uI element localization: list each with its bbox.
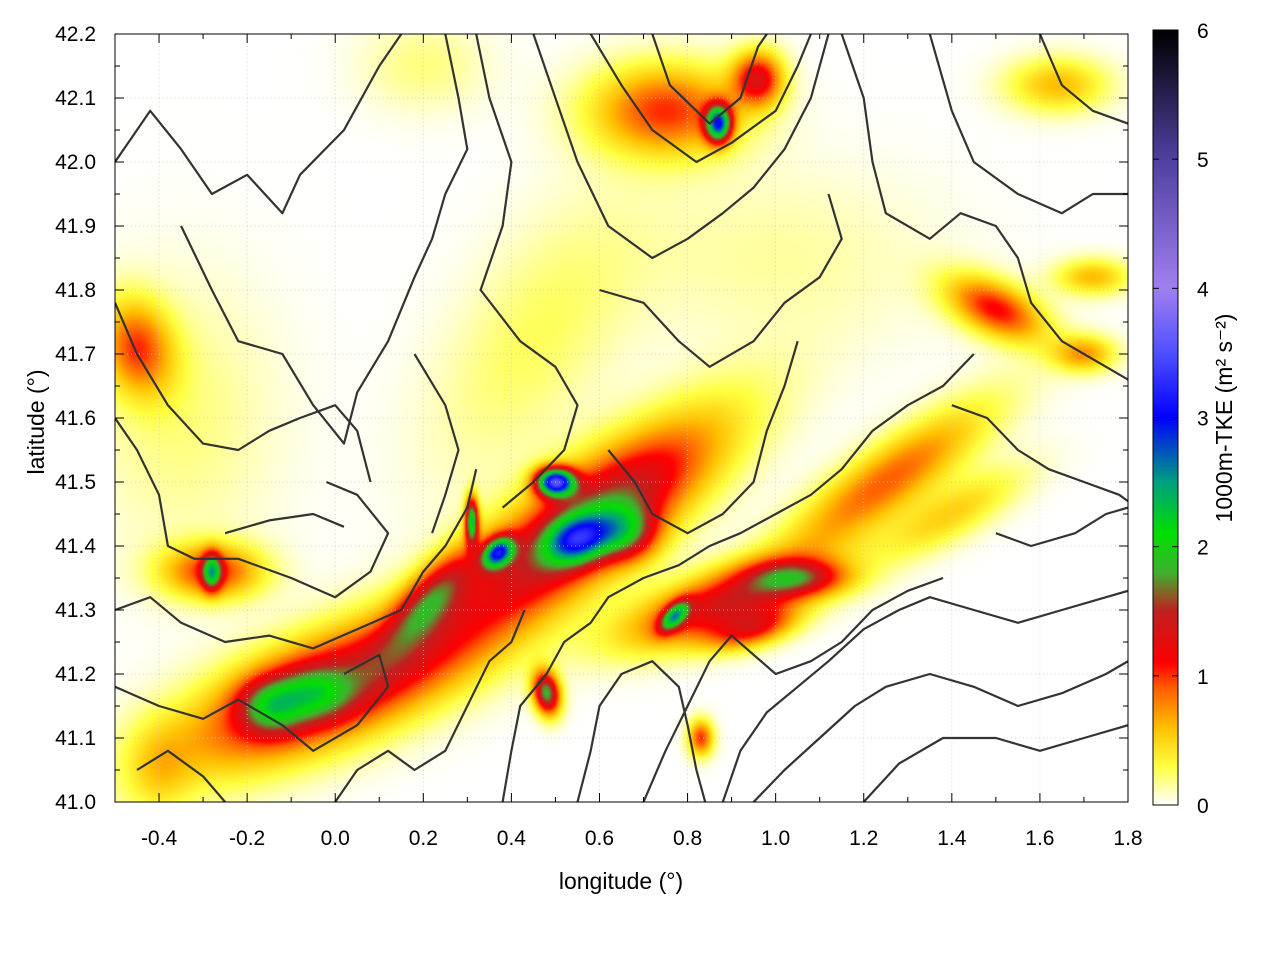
x-tick-label-8: 1.2 [849,827,878,850]
contour-line-25 [995,506,1128,548]
x-tick-label-0: -0.4 [141,827,178,850]
contour-line-15 [501,353,975,802]
contour-line-4 [589,34,812,164]
y-tick-label-4: 41.4 [55,535,96,558]
y-tick-label-8: 41.8 [55,279,96,302]
y-tick-label-10: 42.0 [55,151,96,174]
y-axis: 41.0 41.1 41.2 41.3 41.4 41.5 41.6 41.7 41.8 41.9… [55,23,1128,814]
contour-line-9 [115,302,372,483]
y-tick-label-7: 41.7 [55,343,96,366]
colorbar-tick-label-0: 0 [1197,795,1209,818]
colorbar-tick-label-5: 5 [1197,149,1209,172]
y-tick-label-6: 41.6 [55,407,96,430]
colorbar-tick-label-2: 2 [1197,537,1209,560]
x-tick-label-5: 0.6 [585,827,614,850]
x-tick-label-9: 1.4 [937,827,967,850]
contour-line-26 [224,512,345,535]
x-tick-label-11: 1.8 [1113,827,1142,850]
contour-line-20 [862,724,1128,802]
colorbar-tick-label-1: 1 [1197,666,1209,689]
x-tick-label-4: 0.4 [497,827,527,850]
contour-line-13 [136,749,226,802]
contour-line-10 [115,417,390,599]
y-tick-label-5: 41.5 [55,471,96,494]
x-axis: -0.4 -0.2 0.0 0.2 0.4 0.6 0.8 1.0 1.2 1.4 1.6 1.8 [114,34,1143,850]
plot-area [114,33,1129,803]
contour-line-17 [642,576,944,802]
x-axis-title: longitude (°) [559,868,683,894]
contour-line-8 [1038,34,1128,125]
contour-line-3 [532,34,830,260]
contour-line-22 [599,193,843,368]
y-tick-label-1: 41.1 [55,727,96,750]
colorbar-tick-label-6: 6 [1197,20,1209,43]
contour-line-1 [180,34,469,445]
contour-line-12 [115,653,390,752]
y-tick-label-11: 42.1 [55,87,96,110]
contour-line-21 [413,353,460,534]
contour-line-18 [721,589,1128,802]
x-tick-label-2: 0.0 [321,827,350,850]
y-tick-label-2: 41.2 [55,663,96,686]
contour-line-7 [928,34,1128,215]
y-axis-title: latitude (°) [23,369,49,474]
colorbar-ticks: 0 1 2 3 4 5 6 [1153,20,1209,818]
x-tick-label-7: 1.0 [761,827,790,850]
contour-line-11 [115,468,478,650]
contour-line-24 [951,404,1128,503]
y-tick-label-3: 41.3 [55,599,96,622]
contour-line-0 [115,34,403,215]
x-tick-label-10: 1.6 [1025,827,1054,850]
contour-line-6 [840,34,1128,381]
contour-line-19 [752,660,1128,802]
colorbar: 0 1 2 3 4 5 6 1000m-TKE (m² s⁻²) [1152,20,1237,818]
colorbar-tick-label-4: 4 [1197,278,1209,301]
x-tick-label-3: 0.2 [409,827,438,850]
terrain-contours [115,34,1128,802]
y-tick-label-12: 42.2 [55,23,96,46]
contour-line-14 [334,609,526,802]
colorbar-tick-label-3: 3 [1197,408,1209,431]
x-tick-label-1: -0.2 [229,827,265,850]
colorbar-title: 1000m-TKE (m² s⁻²) [1211,314,1237,523]
y-tick-label-9: 41.9 [55,215,96,238]
contour-line-2 [475,34,579,509]
contour-line-5 [651,34,768,125]
x-tick-label-6: 0.8 [673,827,702,850]
y-tick-label-0: 41.0 [55,791,96,814]
contour-line-23 [607,340,799,535]
contour-line-16 [576,660,707,802]
